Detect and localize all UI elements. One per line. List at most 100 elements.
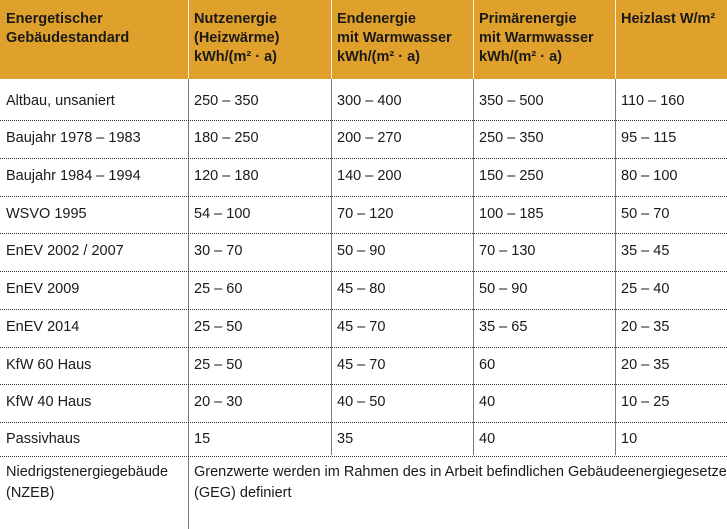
endenergie-cell: 50 – 90 bbox=[337, 243, 386, 259]
header-line: Gebäudestandard bbox=[6, 30, 130, 46]
nzeb-note-line: Grenzwerte werden im Rahmen des in Arbei… bbox=[194, 464, 727, 480]
row-label: KfW 40 Haus bbox=[6, 394, 92, 410]
row-label: WSVO 1995 bbox=[6, 206, 87, 222]
primaerenergie-cell: 50 – 90 bbox=[479, 281, 528, 297]
table-row-nzeb: Niedrigstenergiegebäude (NZEB) Grenzwert… bbox=[0, 456, 727, 516]
table-row: Baujahr 1984 – 1994 120 – 180 140 – 200 … bbox=[0, 158, 727, 196]
heizlast-cell: 80 – 100 bbox=[621, 168, 678, 184]
row-label: EnEV 2014 bbox=[6, 319, 80, 335]
row-label: KfW 60 Haus bbox=[6, 357, 92, 373]
table-row: Altbau, unsaniert 250 – 350 300 – 400 35… bbox=[0, 83, 727, 120]
header-line: mit Warmwasser bbox=[479, 30, 594, 46]
primaerenergie-cell: 35 – 65 bbox=[479, 319, 528, 335]
primaerenergie-cell: 100 – 185 bbox=[479, 206, 544, 222]
table-row: Passivhaus 15 35 40 10 bbox=[0, 422, 727, 456]
header-line: kWh/(m² · a) bbox=[479, 49, 562, 65]
row-label: Altbau, unsaniert bbox=[6, 93, 115, 109]
heizlast-cell: 10 bbox=[621, 431, 638, 447]
row-label-line: (NZEB) bbox=[6, 485, 55, 501]
row-label: Passivhaus bbox=[6, 431, 81, 447]
nzeb-note-line: (GEG) definiert bbox=[194, 485, 292, 501]
endenergie-cell: 35 bbox=[337, 431, 354, 447]
header-divider bbox=[473, 0, 474, 79]
row-divider bbox=[0, 384, 727, 385]
row-divider bbox=[0, 347, 727, 348]
row-label: EnEV 2002 / 2007 bbox=[6, 243, 124, 259]
nutzenergie-cell: 54 – 100 bbox=[194, 206, 251, 222]
heizlast-cell: 110 – 160 bbox=[621, 93, 685, 109]
column-divider bbox=[188, 0, 189, 529]
heizlast-cell: 25 – 40 bbox=[621, 281, 670, 297]
header-line: Nutzenergie bbox=[194, 11, 277, 27]
heizlast-cell: 20 – 35 bbox=[621, 319, 670, 335]
endenergie-cell: 40 – 50 bbox=[337, 394, 386, 410]
nutzenergie-cell: 180 – 250 bbox=[194, 130, 259, 146]
row-divider bbox=[0, 196, 727, 197]
nutzenergie-cell: 30 – 70 bbox=[194, 243, 243, 259]
nutzenergie-cell: 25 – 50 bbox=[194, 319, 243, 335]
endenergie-cell: 45 – 70 bbox=[337, 357, 386, 373]
heizlast-cell: 50 – 70 bbox=[621, 206, 670, 222]
primaerenergie-cell: 150 – 250 bbox=[479, 168, 544, 184]
primaerenergie-cell: 250 – 350 bbox=[479, 130, 544, 146]
row-divider bbox=[0, 271, 727, 272]
heizlast-cell: 95 – 115 bbox=[621, 130, 677, 146]
row-divider bbox=[0, 233, 727, 234]
table-row: KfW 60 Haus 25 – 50 45 – 70 60 20 – 35 bbox=[0, 347, 727, 384]
endenergie-cell: 45 – 80 bbox=[337, 281, 386, 297]
header-line: Energetischer bbox=[6, 11, 103, 27]
nutzenergie-cell: 25 – 60 bbox=[194, 281, 243, 297]
column-divider bbox=[615, 0, 616, 455]
nutzenergie-cell: 25 – 50 bbox=[194, 357, 243, 373]
row-label: EnEV 2009 bbox=[6, 281, 80, 297]
row-divider bbox=[0, 422, 727, 423]
header-divider bbox=[188, 0, 189, 79]
heizlast-cell: 20 – 35 bbox=[621, 357, 670, 373]
row-divider bbox=[0, 158, 727, 159]
endenergie-cell: 200 – 270 bbox=[337, 130, 402, 146]
nutzenergie-cell: 120 – 180 bbox=[194, 168, 259, 184]
endenergie-cell: 45 – 70 bbox=[337, 319, 386, 335]
endenergie-cell: 140 – 200 bbox=[337, 168, 402, 184]
row-label: Baujahr 1978 – 1983 bbox=[6, 130, 141, 146]
nutzenergie-cell: 15 bbox=[194, 431, 211, 447]
table-row: EnEV 2014 25 – 50 45 – 70 35 – 65 20 – 3… bbox=[0, 309, 727, 347]
table-header: Energetischer Gebäudestandard Nutzenergi… bbox=[0, 0, 727, 79]
primaerenergie-cell: 40 bbox=[479, 431, 496, 447]
header-gebaeudestandard: Energetischer Gebäudestandard bbox=[0, 0, 188, 79]
header-heizlast: Heizlast W/m² bbox=[615, 0, 727, 79]
header-line: Primärenergie bbox=[479, 11, 577, 27]
header-line: mit Warmwasser bbox=[337, 30, 452, 46]
row-divider bbox=[0, 120, 727, 121]
header-line: kWh/(m² · a) bbox=[337, 49, 420, 65]
header-line: kWh/(m² · a) bbox=[194, 49, 277, 65]
header-divider bbox=[331, 0, 332, 79]
row-label-line: Niedrigstenergiegebäude bbox=[6, 464, 169, 480]
endenergie-cell: 300 – 400 bbox=[337, 93, 402, 109]
row-label: Baujahr 1984 – 1994 bbox=[6, 168, 141, 184]
header-line: (Heizwärme) bbox=[194, 30, 280, 46]
row-divider bbox=[0, 309, 727, 310]
heizlast-cell: 10 – 25 bbox=[621, 394, 670, 410]
primaerenergie-cell: 60 bbox=[479, 357, 496, 373]
header-primaerenergie: Primärenergie mit Warmwasser kWh/(m² · a… bbox=[473, 0, 615, 79]
header-nutzenergie: Nutzenergie (Heizwärme) kWh/(m² · a) bbox=[188, 0, 331, 79]
endenergie-cell: 70 – 120 bbox=[337, 206, 394, 222]
header-divider bbox=[615, 0, 616, 79]
primaerenergie-cell: 70 – 130 bbox=[479, 243, 536, 259]
header-line: Endenergie bbox=[337, 11, 416, 27]
table-row: WSVO 1995 54 – 100 70 – 120 100 – 185 50… bbox=[0, 196, 727, 233]
row-label: Niedrigstenergiegebäude (NZEB) bbox=[0, 456, 168, 516]
nutzenergie-cell: 250 – 350 bbox=[194, 93, 259, 109]
heizlast-cell: 35 – 45 bbox=[621, 243, 670, 259]
table-row: EnEV 2009 25 – 60 45 – 80 50 – 90 25 – 4… bbox=[0, 271, 727, 309]
primaerenergie-cell: 350 – 500 bbox=[479, 93, 544, 109]
table-row: KfW 40 Haus 20 – 30 40 – 50 40 10 – 25 bbox=[0, 384, 727, 422]
row-divider bbox=[0, 456, 727, 457]
header-endenergie: Endenergie mit Warmwasser kWh/(m² · a) bbox=[331, 0, 473, 79]
column-divider bbox=[331, 0, 332, 455]
column-divider bbox=[473, 0, 474, 455]
primaerenergie-cell: 40 bbox=[479, 394, 496, 410]
nutzenergie-cell: 20 – 30 bbox=[194, 394, 243, 410]
